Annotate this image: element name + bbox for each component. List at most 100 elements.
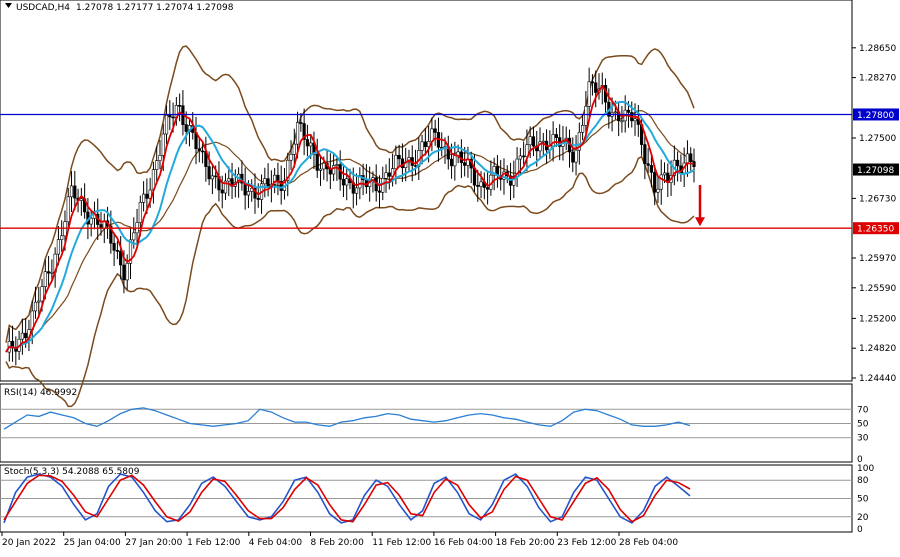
candle-body [433,128,437,133]
candle-body [289,153,293,161]
candle-body [315,154,319,171]
time-tick-label: 23 Feb 12:00 [557,538,616,548]
current-price-tag [853,163,899,176]
candle-body [394,154,398,169]
candle-body [613,111,617,114]
candle-body [626,109,631,113]
candle-body [227,178,231,182]
candle-body [279,180,283,191]
candle-body [263,178,267,185]
candle-body [295,122,300,145]
candle-body [332,165,336,175]
candle-body [449,158,454,167]
candle-body [528,136,532,146]
candle-body [125,263,129,281]
candle-body [184,124,188,132]
time-tick-label: 16 Feb 04:00 [434,538,493,548]
current-price-label: 1.27098 [857,166,894,176]
candle-body [387,172,391,177]
price-tick-label: 1.24440 [859,374,896,384]
candle-body [574,149,578,163]
price-tick-label: 1.25200 [859,314,896,324]
candle-body [207,166,211,180]
candle-body [178,105,182,107]
candle-body [479,181,483,187]
candle-body [577,131,581,151]
candle-body [345,178,349,186]
candle-body [384,172,388,179]
candle-body [587,81,591,107]
time-tick-label: 25 Jan 04:00 [64,538,121,548]
ma-cyan-line [5,100,695,353]
candle-body [662,172,667,176]
candle-body [476,184,480,187]
candle-body [656,188,660,193]
candle-body [305,139,310,147]
candle-body [119,250,123,266]
candle-body [220,189,224,194]
candle-body [210,175,215,180]
candle-body [164,114,169,135]
symbol-label: USDCAD,H4 [16,3,70,13]
price-tick-label: 1.28270 [859,74,896,84]
candle-body [33,301,38,312]
stoch-tick-label: 0 [857,525,863,535]
stoch-title: Stoch(5,3,3) 54.2088 65.5809 [4,467,140,477]
stoch-tick-label: 80 [857,476,869,486]
candle-body [571,151,575,163]
price-tick-label: 1.27500 [859,134,896,144]
time-tick-label: 20 Jan 2022 [2,538,56,548]
candle-body [541,140,545,143]
candle-body [341,178,346,186]
candle-body [649,165,654,173]
candle-body [66,196,70,223]
candle-body [397,154,401,160]
axis-layer: 1.27800 1.26350 1.27098 1.28650 1.28270 1.275… [1,44,899,548]
price-tick-label: 1.25970 [859,254,896,264]
time-tick-label: 1 Feb 12:00 [187,538,241,548]
candle-body [594,82,598,93]
candle-body [171,116,175,119]
candle-body [685,153,690,164]
main-layer [0,45,852,408]
dropdown-triangle-icon[interactable] [5,3,12,8]
stoch-tick-label: 20 [857,513,869,523]
time-tick-label: 27 Jan 20:00 [125,538,182,548]
stoch-tick-label: 100 [857,464,874,474]
candle-body [453,155,457,167]
level-label-1: 1.26350 [857,225,894,235]
rsi-tick-label: 70 [857,405,869,415]
candle-body [161,133,165,156]
stoch-tick-label: 50 [857,495,869,505]
time-tick-label: 8 Feb 20:00 [311,538,365,548]
candle-body [518,155,522,160]
candle-body [24,332,28,339]
main-panel [0,0,853,382]
candle-body [79,198,83,201]
candle-body [377,190,382,193]
time-tick-label: 18 Feb 20:00 [496,538,555,548]
candle-body [581,125,585,133]
candle-body [168,114,172,118]
rsi-tick-label: 0 [857,455,863,465]
candle-body [689,153,693,162]
candle-body [158,155,162,161]
candle-body [73,185,77,199]
candle-body [109,225,113,244]
candle-body [142,193,146,203]
candle-body [420,141,424,151]
stoch-line-1 [3,474,691,523]
candle-body [128,239,133,264]
candle-body [145,193,149,199]
candle-body [46,271,51,274]
candle-body [485,187,490,190]
candle-body [122,264,126,281]
candle-body [335,164,339,166]
level-tag-0 [853,108,899,121]
candle-body [50,271,54,274]
candle-body [590,81,595,84]
price-tick-label: 1.26730 [859,194,896,204]
candle-body [299,122,303,124]
